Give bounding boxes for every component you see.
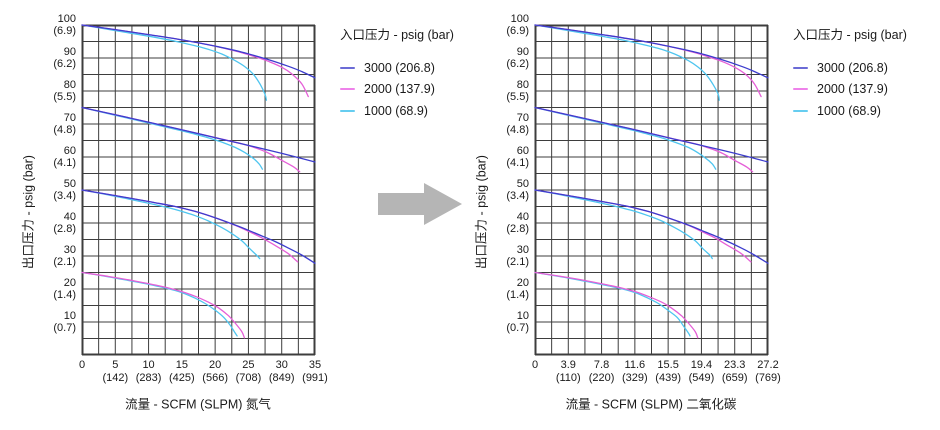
legend-item: 1000 (68.9)	[793, 100, 907, 122]
x-tick-label: 15.5 (439)	[655, 359, 681, 384]
legend-swatch-2000-icon	[793, 88, 808, 91]
x-tick-label: 5 (142)	[102, 359, 129, 384]
legend-label: 1000 (68.9)	[817, 103, 881, 118]
y-tick-label: 80 (5.5)	[506, 78, 529, 104]
y-tick-label: 60 (4.1)	[506, 144, 529, 170]
curve-set25-inlet1000	[534, 271, 691, 337]
curve-set50-inlet1000	[534, 189, 713, 260]
curve-set50-inlet3000	[81, 189, 316, 264]
legend-title: 入口压力 - psig (bar)	[793, 28, 907, 42]
curve-set75-inlet2000	[534, 106, 754, 173]
curve-set75-inlet3000	[534, 106, 769, 163]
x-tick-label: 15 (425)	[169, 359, 195, 384]
x-tick-label: 11.6 (329)	[622, 359, 648, 384]
legend-swatch-1000-icon	[793, 109, 808, 112]
y-tick-label: 40 (2.8)	[53, 210, 76, 236]
legend-label: 1000 (68.9)	[364, 103, 428, 118]
legend: 入口压力 - psig (bar) 3000 (206.8) 2000 (137…	[793, 24, 907, 122]
legend-item: 3000 (206.8)	[793, 57, 907, 79]
curve-set100-inlet2000	[81, 24, 309, 98]
curve-set100-inlet3000	[81, 24, 316, 79]
legend-label: 3000 (206.8)	[817, 60, 888, 75]
legend-item: 1000 (68.9)	[340, 100, 454, 122]
x-tick-label: 0	[531, 359, 539, 371]
y-tick-label: 20 (1.4)	[53, 276, 76, 302]
plot-area	[534, 24, 769, 356]
legend-swatch-1000-icon	[340, 109, 355, 112]
x-axis-title: 流量 - SCFM (SLPM) 氮气	[125, 397, 271, 412]
chart-carbon-dioxide: 出口压力 - psig (bar) 流量 - SCFM (SLPM) 二氧化碳 …	[453, 0, 923, 430]
y-tick-label: 90 (6.2)	[53, 45, 76, 71]
curve-set75-inlet1000	[81, 106, 264, 170]
x-tick-label: 23.3 (659)	[721, 359, 748, 384]
curve-set75-inlet3000	[81, 106, 316, 163]
curve-set100-inlet1000	[534, 24, 720, 101]
curve-set25-inlet2000	[534, 271, 699, 339]
legend-swatch-3000-icon	[793, 66, 808, 69]
x-tick-label: 7.8 (220)	[588, 359, 615, 384]
curve-set50-inlet3000	[534, 189, 769, 264]
x-tick-label: 10 (283)	[135, 359, 162, 384]
y-tick-label: 100 (6.9)	[53, 12, 76, 38]
curve-set25-inlet2000	[81, 271, 246, 339]
legend-item: 2000 (137.9)	[340, 79, 454, 101]
curve-set25-inlet1000	[81, 271, 238, 337]
grid-and-curves	[81, 24, 316, 356]
y-tick-label: 10 (0.7)	[53, 309, 76, 335]
legend-label: 2000 (137.9)	[364, 82, 435, 97]
legend-swatch-2000-icon	[340, 88, 355, 91]
legend-swatch-3000-icon	[340, 66, 355, 69]
curve-set50-inlet1000	[81, 189, 261, 260]
y-tick-label: 50 (3.4)	[53, 177, 76, 203]
legend-label: 2000 (137.9)	[817, 82, 888, 97]
y-tick-label: 60 (4.1)	[53, 144, 76, 170]
legend-title: 入口压力 - psig (bar)	[340, 28, 454, 42]
plot-area	[81, 24, 316, 356]
y-tick-label: 80 (5.5)	[53, 78, 76, 104]
y-tick-label: 10 (0.7)	[506, 309, 529, 335]
legend: 入口压力 - psig (bar) 3000 (206.8) 2000 (137…	[340, 24, 454, 122]
y-tick-label: 30 (2.1)	[506, 243, 529, 269]
y-tick-label: 50 (3.4)	[506, 177, 529, 203]
x-tick-label: 27.2 (769)	[755, 359, 781, 384]
transform-arrow	[378, 183, 462, 225]
chart-nitrogen: 出口压力 - psig (bar) 流量 - SCFM (SLPM) 氮气 入口…	[22, 12, 454, 412]
x-tick-label: 0	[78, 359, 86, 371]
y-tick-label: 30 (2.1)	[53, 243, 76, 269]
curve-set100-inlet1000	[81, 24, 268, 101]
y-tick-label: 100 (6.9)	[506, 12, 529, 38]
right-arrow-icon	[378, 183, 462, 225]
x-tick-label: 25 (708)	[235, 359, 262, 384]
x-tick-label: 35 (991)	[302, 359, 328, 384]
x-axis-title: 流量 - SCFM (SLPM) 二氧化碳	[565, 397, 737, 412]
legend-item: 2000 (137.9)	[793, 79, 907, 101]
y-tick-label: 70 (4.8)	[53, 111, 76, 137]
y-tick-label: 90 (6.2)	[506, 45, 529, 71]
curve-set75-inlet2000	[81, 106, 301, 173]
curve-set75-inlet1000	[534, 106, 717, 170]
y-tick-label: 20 (1.4)	[506, 276, 529, 302]
y-tick-label: 70 (4.8)	[506, 111, 529, 137]
y-tick-label: 40 (2.8)	[506, 210, 529, 236]
curve-set100-inlet3000	[534, 24, 769, 79]
x-tick-label: 30 (849)	[268, 359, 295, 384]
legend-label: 3000 (206.8)	[364, 60, 435, 75]
legend-item: 3000 (206.8)	[340, 57, 454, 79]
x-tick-label: 3.9 (110)	[555, 359, 581, 384]
x-tick-label: 20 (566)	[202, 359, 228, 384]
grid-and-curves	[534, 24, 769, 356]
x-tick-label: 19.4 (549)	[688, 359, 715, 384]
